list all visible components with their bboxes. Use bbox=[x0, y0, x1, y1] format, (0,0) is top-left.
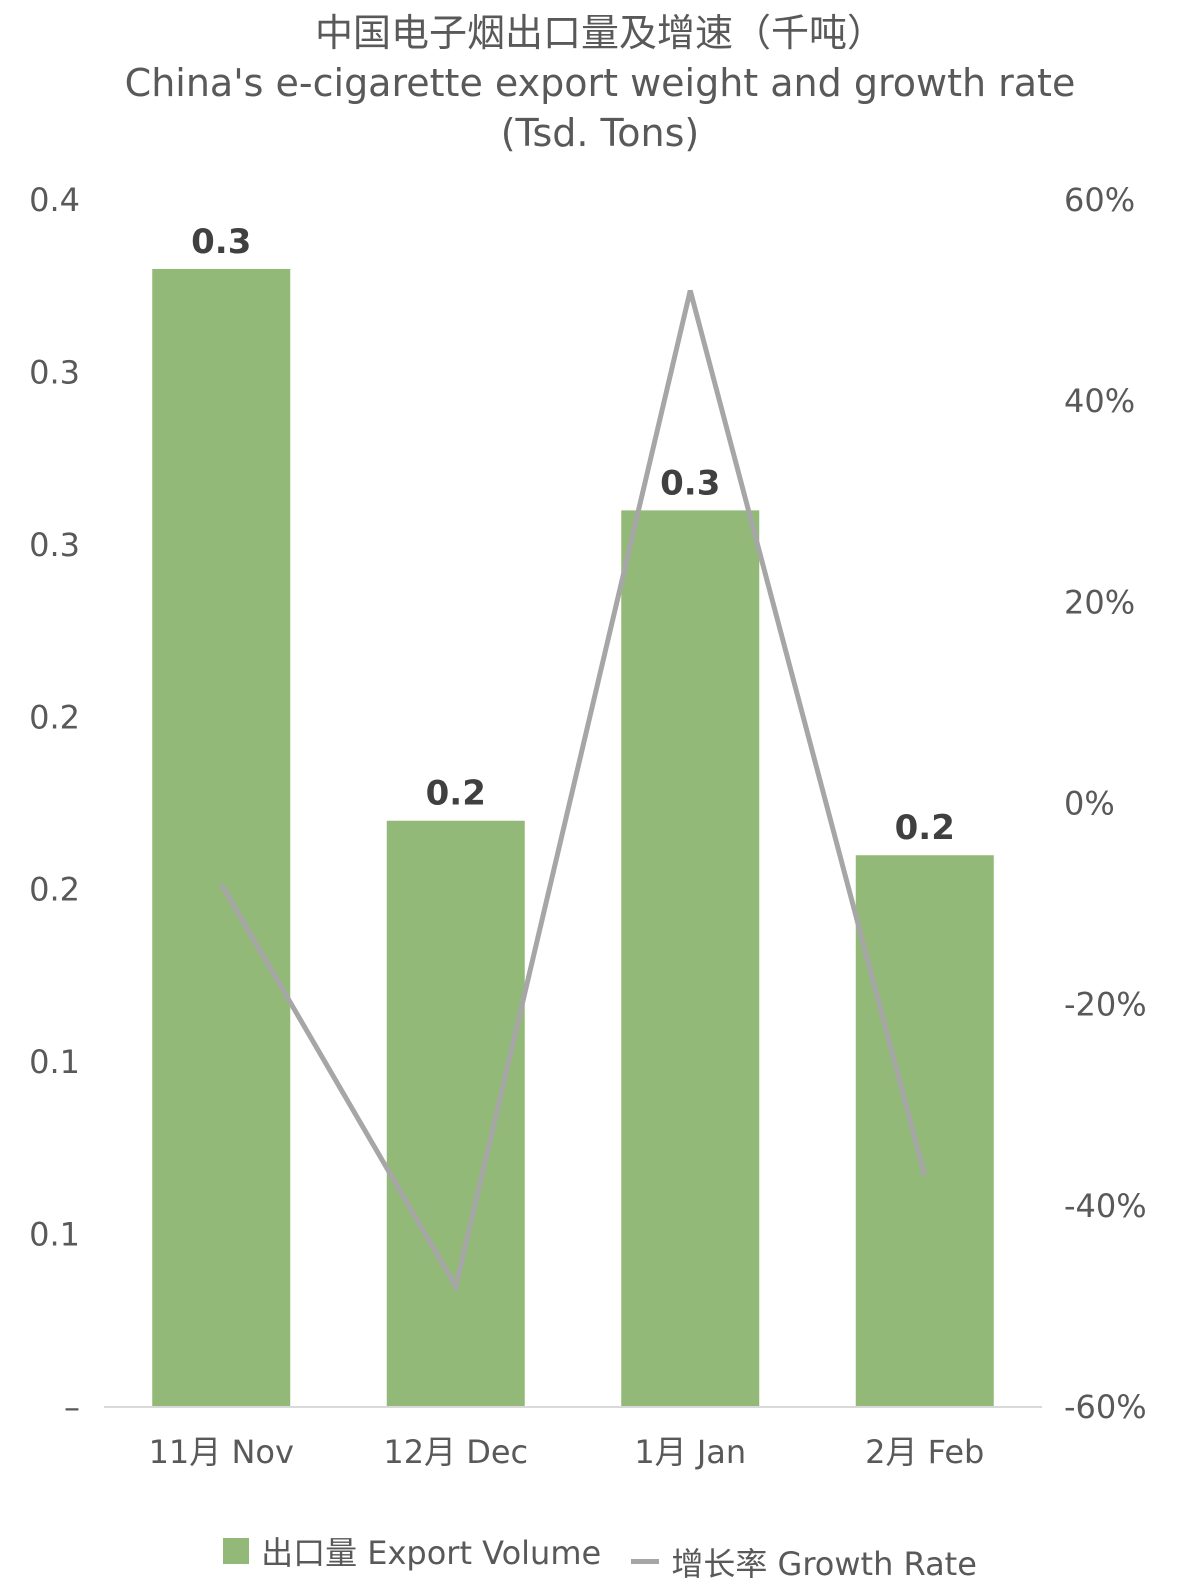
chart-title: 中国电子烟出口量及增速（千吨） China's e-cigarette expo… bbox=[0, 8, 1200, 158]
bar-data-label: 0.2 bbox=[895, 808, 955, 848]
legend-line-swatch bbox=[631, 1559, 660, 1564]
y-right-tick-label: -20% bbox=[1064, 986, 1147, 1024]
x-tick-label: 11月 Nov bbox=[149, 1433, 294, 1471]
chart-subtitle-en: China's e-cigarette export weight and gr… bbox=[124, 61, 1076, 155]
legend-line-label: 增长率 Growth Rate bbox=[671, 1544, 977, 1583]
y-left-tick-label: 0.3 bbox=[29, 526, 80, 564]
y-left-tick-label: 0.4 bbox=[29, 181, 80, 219]
x-tick-label: 12月 Dec bbox=[383, 1433, 528, 1471]
y-left-tick-label: – bbox=[64, 1388, 80, 1426]
y-right-tick-label: -60% bbox=[1064, 1388, 1147, 1426]
y-right-tick-label: 60% bbox=[1064, 181, 1135, 219]
bar bbox=[621, 510, 760, 1407]
y-right-tick-label: -40% bbox=[1064, 1187, 1147, 1225]
bar-data-label: 0.2 bbox=[426, 774, 486, 814]
legend: 出口量 Export Volume 增长率 Growth Rate bbox=[0, 1528, 1200, 1585]
bar bbox=[152, 268, 291, 1407]
x-tick-label: 1月 Jan bbox=[634, 1433, 746, 1471]
growth-rate-line bbox=[219, 289, 928, 1293]
legend-bar-swatch bbox=[223, 1538, 250, 1564]
x-tick-label: 2月 Feb bbox=[865, 1433, 984, 1471]
y-left-tick-label: 0.2 bbox=[29, 698, 80, 736]
y-right-tick-label: 20% bbox=[1064, 583, 1135, 621]
y-right-tick-label: 0% bbox=[1064, 785, 1115, 823]
y-left-tick-label: 0.1 bbox=[29, 1043, 80, 1081]
bar bbox=[386, 820, 525, 1407]
legend-item-bar[interactable]: 出口量 Export Volume bbox=[223, 1528, 601, 1574]
y-left-tick-label: 0.3 bbox=[29, 353, 80, 391]
legend-bar-label: 出口量 Export Volume bbox=[261, 1534, 602, 1572]
chart-title-cn: 中国电子烟出口量及增速（千吨） bbox=[314, 11, 885, 55]
y-left-tick-label: 0.1 bbox=[29, 1216, 80, 1254]
y-left-tick-label: 0.2 bbox=[29, 871, 80, 909]
y-right-tick-label: 40% bbox=[1064, 382, 1135, 420]
bar-data-label: 0.3 bbox=[191, 222, 251, 262]
bar-data-label: 0.3 bbox=[660, 463, 720, 503]
bar bbox=[855, 855, 994, 1407]
legend-item-line[interactable]: 增长率 Growth Rate bbox=[631, 1539, 977, 1585]
